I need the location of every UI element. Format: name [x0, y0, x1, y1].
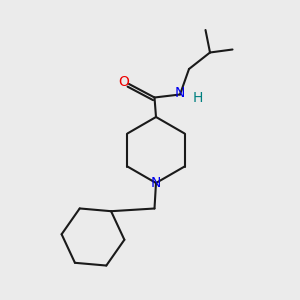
Text: H: H [193, 91, 203, 104]
Text: O: O [118, 76, 129, 89]
Text: N: N [175, 86, 185, 100]
Text: N: N [151, 176, 161, 190]
